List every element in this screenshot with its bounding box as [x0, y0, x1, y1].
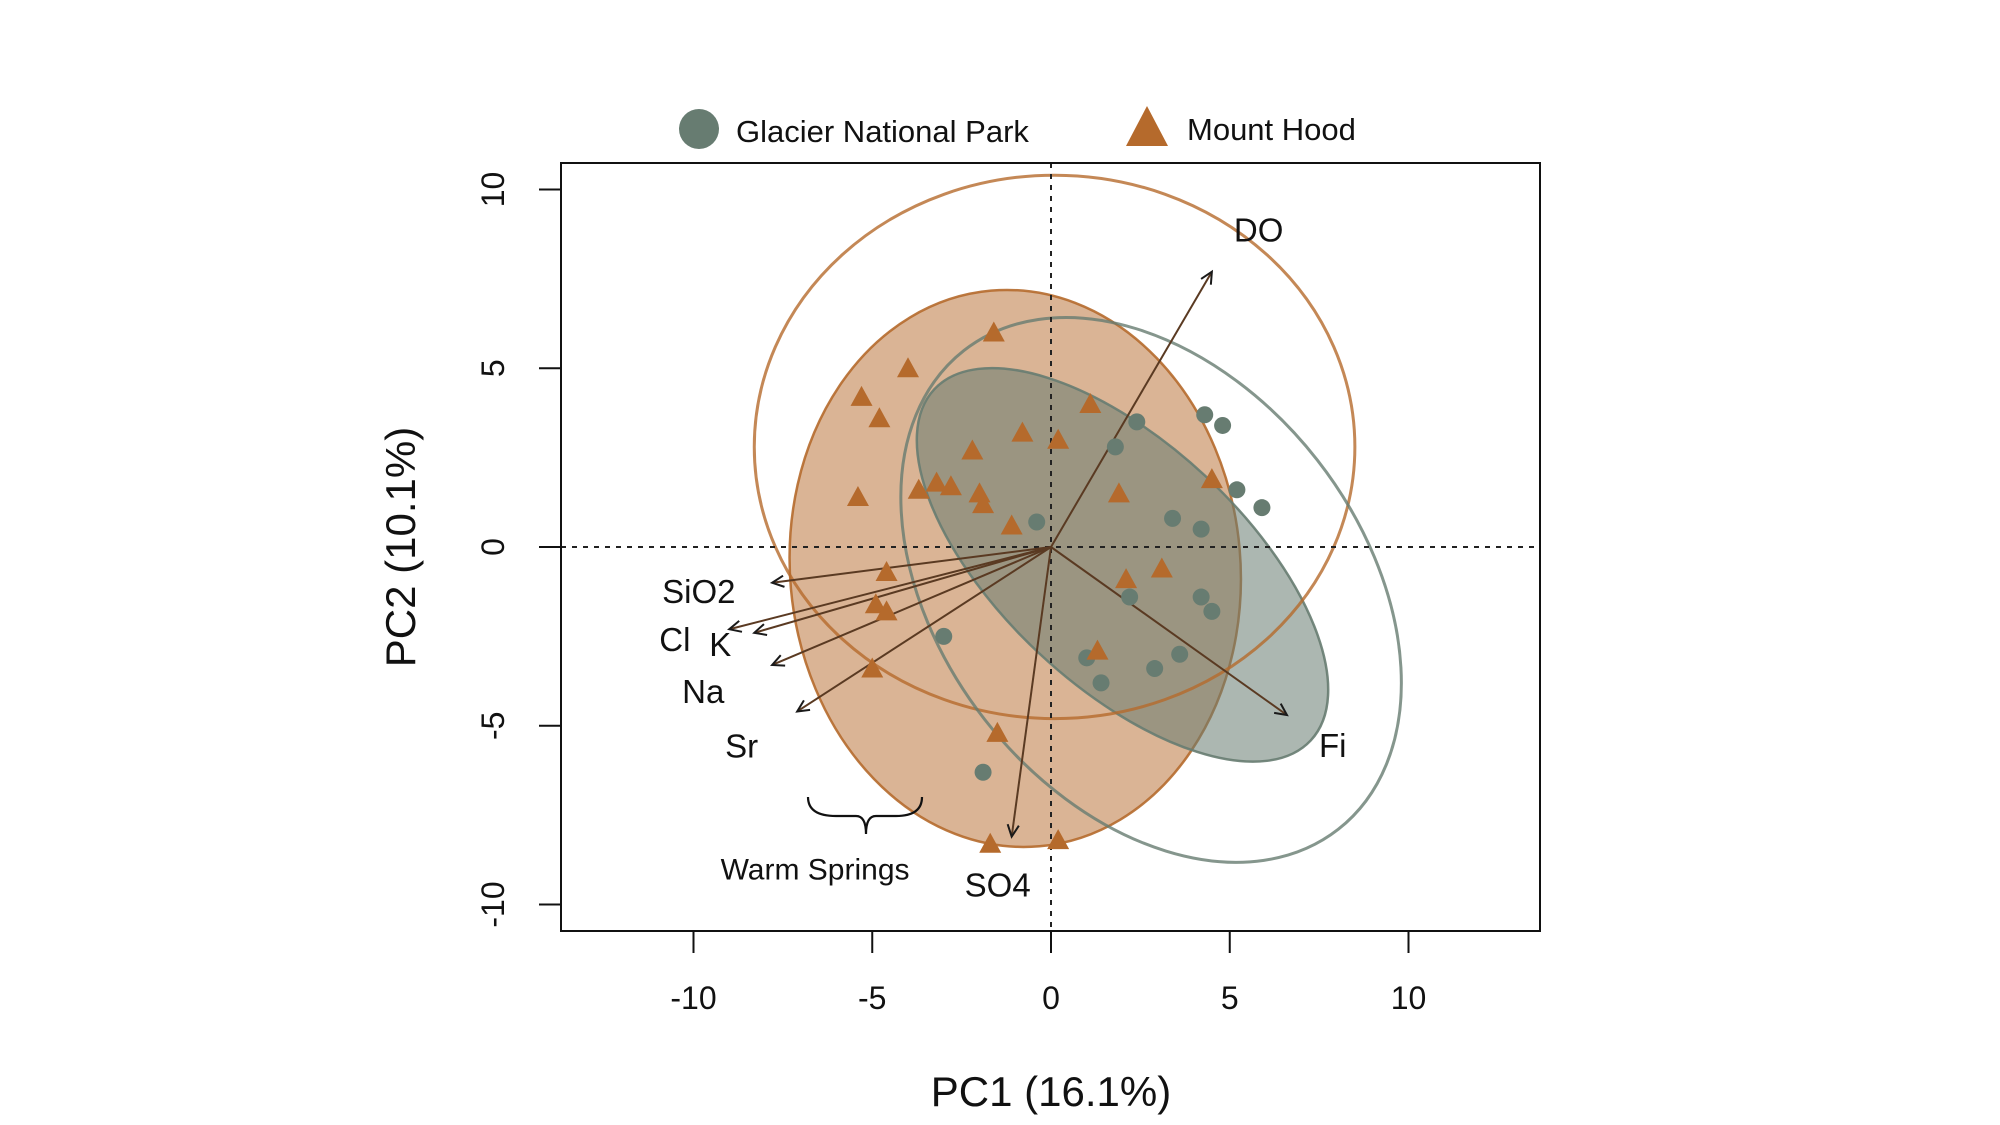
loading-label-na: Na — [682, 673, 725, 710]
ellipse-outline-glacier-national-park — [899, 315, 1403, 864]
point-mount-hood — [986, 721, 1009, 742]
point-mount-hood — [972, 493, 995, 514]
warm-springs-brace — [806, 796, 924, 835]
loading-arrow-so4 — [1010, 546, 1052, 837]
loading-arrowhead-cl — [727, 620, 743, 633]
x-axis-label: PC1 (16.1%) — [931, 1068, 1171, 1115]
point-glacier-national-park — [1253, 499, 1271, 517]
text-labels: PC1 (16.1%) PC2 (10.1%) — [377, 427, 1171, 1115]
loading-label-sio2: SiO2 — [662, 573, 735, 610]
x-tick-label: -10 — [670, 980, 716, 1016]
point-glacier-national-park — [1164, 509, 1182, 527]
point-mount-hood — [1200, 468, 1223, 489]
point-mount-hood — [1079, 393, 1102, 413]
point-mount-hood — [979, 832, 1002, 853]
x-tick-label: -5 — [858, 980, 886, 1016]
legend-hood-label: Mount Hood — [1187, 112, 1356, 147]
y-tick-label: 5 — [475, 359, 511, 377]
point-glacier-national-park — [1146, 660, 1164, 678]
loading-arrowhead-sr — [795, 699, 811, 713]
point-glacier-national-park — [1214, 416, 1232, 434]
point-glacier-national-park — [1192, 520, 1210, 538]
point-mount-hood — [907, 478, 930, 499]
point-mount-hood — [982, 321, 1005, 342]
annotation-warm-springs: Warm Springs — [721, 853, 910, 886]
loading-arrow-k — [753, 546, 1052, 634]
legend: Glacier National Park Mount Hood — [679, 106, 1356, 149]
loading-arrow-sr — [796, 546, 1052, 713]
loading-label-fi: Fi — [1319, 727, 1347, 764]
point-mount-hood — [846, 485, 869, 506]
loading-arrowhead-sio2 — [769, 574, 785, 588]
point-glacier-national-park — [974, 763, 992, 781]
point-mount-hood — [961, 439, 984, 460]
y-tick-label: -10 — [475, 881, 511, 927]
loading-arrow-sio2 — [772, 546, 1052, 584]
y-tick-label: -5 — [475, 712, 511, 740]
point-mount-hood — [1150, 557, 1173, 578]
point-glacier-national-park — [1196, 406, 1214, 424]
point-glacier-national-park — [1121, 588, 1139, 606]
loading-arrowhead-so4 — [1006, 823, 1020, 839]
loading-label-sr: Sr — [725, 727, 758, 764]
point-mount-hood — [1107, 482, 1130, 503]
point-mount-hood — [925, 471, 948, 492]
point-mount-hood — [1047, 428, 1070, 449]
zero-reference-lines — [561, 163, 1540, 931]
point-glacier-national-park — [1192, 588, 1210, 606]
legend-hood-marker — [1126, 106, 1168, 146]
point-mount-hood — [1000, 514, 1023, 535]
loading-arrowhead-do — [1200, 269, 1214, 285]
point-mount-hood — [1086, 639, 1109, 660]
point-glacier-national-park — [1171, 645, 1189, 663]
loading-arrow-cl — [729, 546, 1052, 631]
point-mount-hood — [1011, 421, 1034, 442]
point-mount-hood — [850, 385, 873, 406]
loading-arrow-fi — [1050, 546, 1288, 716]
y-axis-label: PC2 (10.1%) — [377, 427, 424, 667]
y-tick-label: 10 — [475, 172, 511, 208]
point-mount-hood — [875, 561, 898, 582]
loading-label-cl: Cl — [659, 621, 690, 658]
point-glacier-national-park — [1128, 413, 1146, 431]
loading-label-k: K — [709, 626, 731, 663]
point-mount-hood — [861, 657, 884, 678]
legend-glacier-marker — [679, 109, 719, 149]
loading-arrow-na — [771, 546, 1052, 666]
point-glacier-national-park — [1106, 438, 1124, 456]
loading-arrowhead-na — [770, 654, 786, 667]
point-mount-hood — [864, 593, 887, 614]
axis-ticks: -10 -5 0 5 10 -10 -5 0 5 10 — [475, 172, 1426, 1016]
point-glacier-national-park — [935, 627, 953, 645]
point-glacier-national-park — [1203, 602, 1221, 620]
x-tick-label: 5 — [1221, 980, 1239, 1016]
loading-arrowhead-k — [752, 623, 768, 636]
legend-glacier-label: Glacier National Park — [736, 114, 1029, 149]
data-points — [846, 321, 1271, 853]
point-mount-hood — [875, 600, 898, 621]
loading-label-do: DO — [1234, 212, 1284, 249]
loading-arrow-do — [1050, 271, 1213, 548]
point-glacier-national-park — [1028, 513, 1046, 531]
point-mount-hood — [868, 407, 891, 428]
point-glacier-national-park — [1228, 481, 1246, 499]
confidence-ellipses — [752, 173, 1403, 864]
point-mount-hood — [1047, 829, 1070, 850]
y-tick-label: 0 — [475, 538, 511, 556]
point-glacier-national-park — [1092, 674, 1110, 692]
point-mount-hood — [939, 475, 962, 496]
ellipse-filled-glacier-national-park — [915, 366, 1330, 763]
loading-arrowhead-fi — [1273, 703, 1289, 717]
loading-label-so4: SO4 — [965, 867, 1031, 904]
point-mount-hood — [1115, 568, 1138, 589]
point-mount-hood — [897, 357, 919, 378]
x-tick-label: 0 — [1042, 980, 1060, 1016]
annotations: Warm Springs — [721, 796, 924, 886]
x-tick-label: 10 — [1391, 980, 1427, 1016]
ellipse-outline-mount-hood — [752, 173, 1357, 721]
